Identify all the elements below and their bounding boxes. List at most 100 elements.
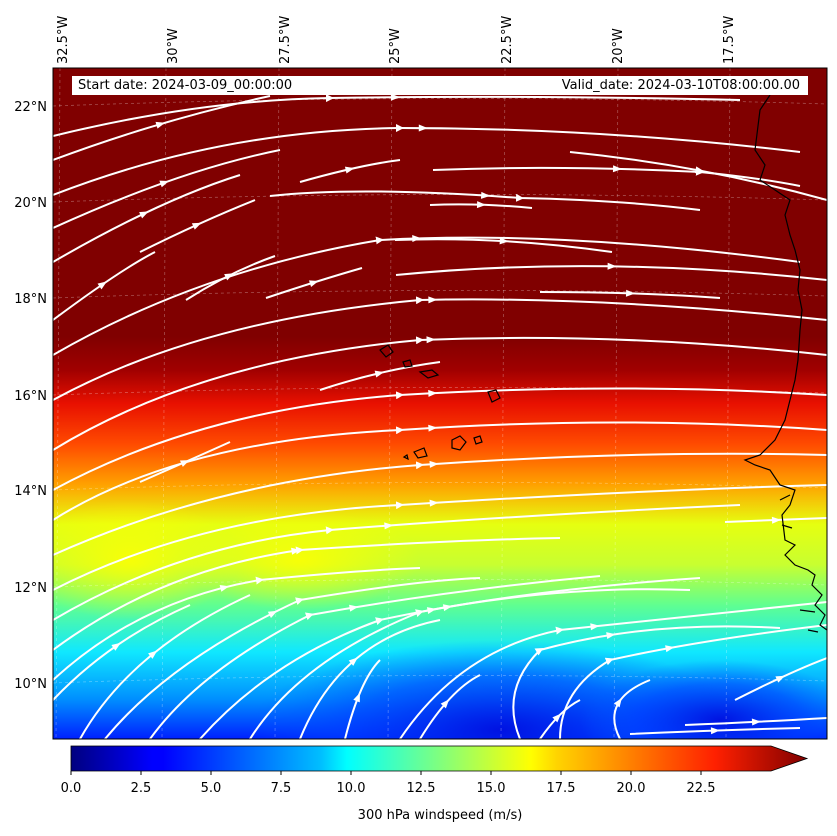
parallel-line (53, 290, 827, 299)
streamline-arrow (219, 585, 230, 592)
lon-label: 25°W (388, 28, 403, 64)
streamline-arrow (267, 610, 278, 618)
streamline (53, 567, 421, 681)
parallel-line (53, 387, 827, 396)
streamline-arrow (499, 237, 509, 245)
meridian-line (500, 68, 506, 739)
streamline (53, 94, 741, 137)
meridian-line (55, 68, 61, 739)
lon-label: 17.5°W (722, 16, 737, 64)
streamline-arrow (440, 699, 450, 709)
streamline (53, 387, 827, 491)
streamline (53, 236, 801, 356)
coastline (379, 94, 827, 633)
colorbar-tick-label: 10.0 (337, 781, 366, 796)
streamline-arrow (442, 604, 453, 612)
streamline-arrow (429, 460, 439, 468)
meridian-line (387, 68, 393, 739)
streamline-arrow (476, 201, 487, 209)
streamline (104, 577, 481, 739)
streamline-arrow (191, 222, 202, 230)
streamline-arrow (426, 336, 436, 344)
colorbar-tick-label: 2.5 (131, 781, 152, 796)
streamline (432, 166, 801, 187)
streamline (734, 657, 827, 701)
map-frame (52, 67, 828, 740)
streamline-arrow (710, 727, 720, 735)
streamline-arrow (374, 370, 385, 378)
valid-date-label: Valid_date: 2024-03-10T08:00:00.00 (561, 78, 800, 93)
streamline-arrow (97, 281, 107, 290)
parallel-line (53, 675, 827, 684)
colorbar: 0.0 2.5 5.0 7.5 10.0 12.5 15.0 17.5 20.0 22.5 (61, 745, 809, 796)
lon-label: 30°W (166, 28, 181, 64)
streamline-arrow (418, 124, 428, 132)
streamline-arrow (155, 121, 166, 129)
colorbar-tick-label: 7.5 (271, 781, 292, 796)
colorbar-tick-label: 22.5 (687, 781, 716, 796)
streamline (53, 336, 827, 451)
streamline-arrow (480, 191, 491, 199)
lat-label: 18°N (14, 292, 47, 307)
parallel-line (53, 482, 827, 491)
streamline (249, 588, 691, 739)
lon-label: 22.5°W (500, 16, 515, 64)
lon-label: 20°W (611, 28, 626, 64)
streamline (399, 601, 827, 739)
streamline (53, 484, 827, 591)
streamline-arrow (428, 424, 438, 432)
streamline-arrow (612, 165, 623, 173)
streamline-arrow (607, 262, 617, 270)
streamlines (53, 93, 827, 739)
lon-label: 27.5°W (278, 16, 293, 64)
streamline-arrow (148, 650, 158, 659)
streamline (419, 674, 481, 739)
streamline (53, 149, 281, 229)
parallel-line (53, 194, 827, 203)
streamline (53, 251, 156, 321)
colorbar-tick-label: 5.0 (201, 781, 222, 796)
streamline-arrow (428, 389, 438, 397)
colorbar-ramp (70, 745, 809, 772)
meridian-line (274, 68, 280, 739)
windspeed-field (53, 68, 827, 739)
lat-label: 22°N (14, 100, 47, 115)
colorbar-tick-label: 15.0 (477, 781, 506, 796)
streamline (79, 594, 251, 739)
colorbar-tick-label: 20.0 (617, 781, 646, 796)
streamline-arrow (384, 522, 394, 530)
streamline-arrow (111, 642, 121, 651)
streamline (149, 575, 601, 739)
streamline-arrow (613, 698, 622, 708)
meridian-line (161, 68, 167, 739)
streamline (512, 625, 781, 739)
streamline-arrow (771, 516, 781, 524)
streamline (53, 296, 827, 401)
lon-label: 32.5°W (56, 16, 71, 64)
streamline (199, 577, 701, 739)
latitude-axis: 22°N 20°N 18°N 16°N 14°N 12°N 10°N (14, 100, 47, 692)
lat-label: 14°N (14, 484, 47, 499)
streamline-arrow (625, 289, 636, 297)
streamline-arrow (139, 211, 149, 219)
colorbar-ticks: 0.0 2.5 5.0 7.5 10.0 12.5 15.0 17.5 20.0 22.5 (61, 771, 716, 796)
streamline-arrow (665, 645, 675, 653)
streamline (53, 174, 241, 263)
meridian-line (613, 68, 619, 739)
colorbar-label: 300 hPa windspeed (m/s) (357, 808, 523, 823)
parallel-line (53, 98, 827, 107)
streamline-arrow (291, 547, 301, 555)
colorbar-tick-label: 12.5 (407, 781, 436, 796)
start-date-label: Start date: 2024-03-09_00:00:00 (78, 78, 293, 93)
streamline (395, 265, 827, 281)
streamline-arrow (390, 93, 400, 101)
lat-label: 10°N (14, 677, 47, 692)
streamline (559, 624, 827, 739)
streamline-arrow (308, 280, 319, 288)
colorbar-tick-label: 17.5 (547, 781, 576, 796)
streamline-arrow (348, 657, 358, 666)
longitude-axis: 32.5°W 30°W 27.5°W 25°W 22.5°W 20°W 17.5… (56, 16, 737, 64)
parallel-line (53, 579, 827, 588)
streamline-arrow (353, 692, 360, 703)
colorbar-tick-label: 0.0 (61, 781, 82, 796)
